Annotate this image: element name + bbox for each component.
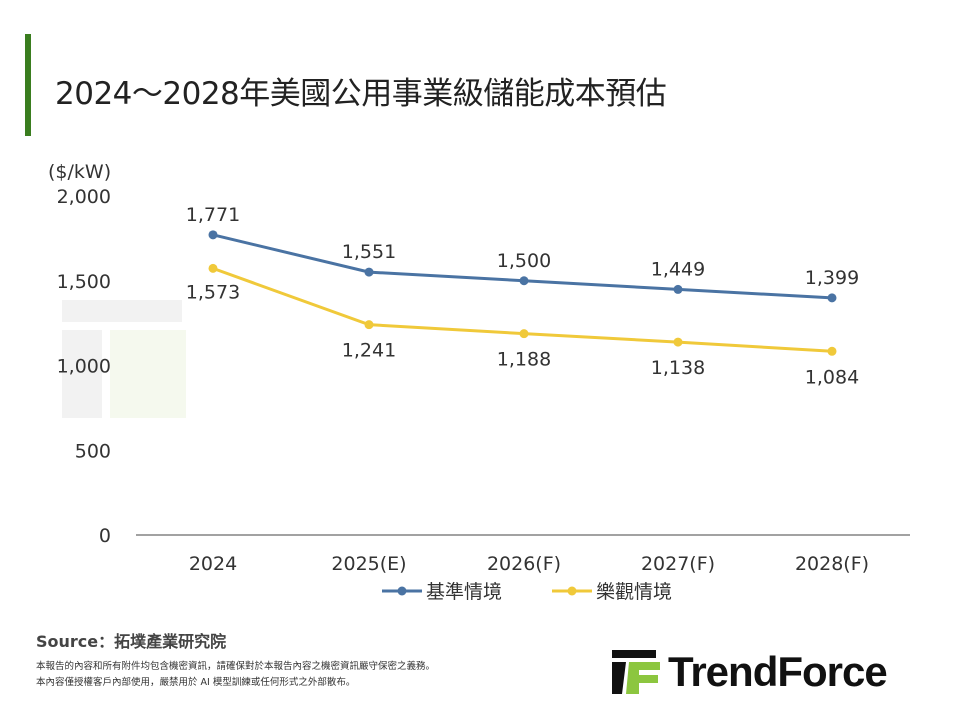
legend-marker	[397, 586, 407, 596]
data-label: 1,771	[186, 204, 240, 226]
watermark-mark	[62, 330, 102, 418]
page-title: 2024～2028年美國公用事業級儲能成本預估	[55, 76, 667, 112]
data-point	[519, 276, 529, 286]
legend-label: 樂觀情境	[596, 581, 672, 603]
legend-marker	[567, 586, 577, 596]
x-tick-label: 2024	[189, 553, 237, 575]
data-point	[827, 293, 837, 303]
watermark-mark	[62, 300, 182, 322]
data-label: 1,573	[186, 281, 240, 303]
legend-label: 基準情境	[426, 581, 502, 603]
x-tick-label: 2027(F)	[641, 553, 715, 575]
data-point	[364, 267, 374, 277]
watermark-mark	[110, 330, 186, 418]
data-label: 1,399	[805, 267, 859, 289]
data-point	[673, 284, 683, 294]
data-point	[673, 337, 683, 347]
data-label: 1,551	[342, 241, 396, 263]
y-axis-unit: ($/kW)	[48, 161, 111, 183]
x-tick-label: 2028(F)	[795, 553, 869, 575]
y-tick-label: 500	[75, 440, 111, 462]
y-tick-label: 1,000	[57, 356, 111, 378]
disclaimer-line-1: 本報告的內容和所有附件均包含機密資訊，請確保對於本報告內容之機密資訊嚴守保密之義…	[36, 661, 436, 672]
source-text: Source：拓墣產業研究院	[36, 632, 227, 651]
logo-text: TrendForce	[668, 648, 888, 695]
data-label: 1,138	[651, 357, 705, 379]
data-label: 1,241	[342, 340, 396, 362]
data-point	[208, 263, 218, 273]
y-tick-label: 1,500	[57, 271, 111, 293]
data-label: 1,500	[497, 250, 551, 272]
y-tick-label: 2,000	[57, 186, 111, 208]
data-point	[519, 329, 529, 339]
data-point	[364, 320, 374, 330]
title-accent-bar	[25, 34, 31, 136]
x-tick-label: 2026(F)	[487, 553, 561, 575]
x-tick-label: 2025(E)	[331, 553, 406, 575]
trendforce-logo: TrendForce	[612, 648, 888, 696]
data-point	[208, 230, 218, 240]
y-tick-label: 0	[99, 525, 111, 547]
data-label: 1,188	[497, 349, 551, 371]
logo-mark-icon	[612, 650, 660, 694]
data-label: 1,084	[805, 366, 859, 388]
data-label: 1,449	[651, 258, 705, 280]
data-point	[827, 346, 837, 356]
disclaimer-line-2: 本內容僅授權客戶內部使用，嚴禁用於 AI 模型訓練或任何形式之外部散布。	[36, 677, 356, 688]
line-chart: ($/kW) 0 500 1,000 1,500 2,000 2024 2025(E) 2026…	[48, 161, 910, 603]
